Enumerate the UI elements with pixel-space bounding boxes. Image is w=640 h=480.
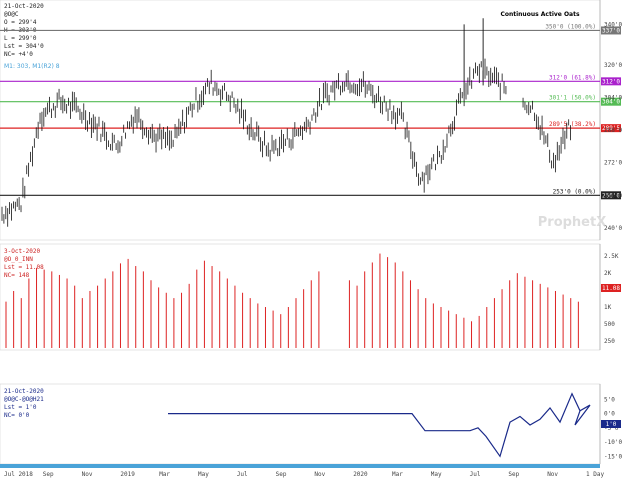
price-ytick: 288'0 <box>604 127 622 134</box>
x-axis-label: Sep <box>276 471 287 478</box>
price-ytick: 256'0 <box>604 192 622 199</box>
level-badge-bg <box>601 97 621 106</box>
level-badge: 337'0 <box>602 27 620 34</box>
volume-bars <box>5 253 579 348</box>
header-line: @O@C <box>4 11 19 18</box>
header-line: @O@C-@O@H21 <box>4 396 44 403</box>
level-badge-bg <box>601 124 621 133</box>
spread-last-badge-bg <box>601 420 621 428</box>
header-line: L = 299'0 <box>4 35 37 42</box>
x-axis-label: Nov <box>314 471 325 478</box>
volume-ytick: 1K <box>604 304 612 311</box>
x-axis-label: May <box>198 471 209 478</box>
x-axis-label: Mar <box>392 471 403 478</box>
x-axis-label: Nov <box>82 471 93 478</box>
level-badge-bg <box>601 26 621 35</box>
x-axis-label: Jul <box>237 471 248 478</box>
price-levels: 350'0 (100.0%) 337'0 312'0 (61.8%) 312'0 301… <box>0 23 621 200</box>
level-badge: 289'5 <box>602 125 620 132</box>
spread-line <box>168 392 591 458</box>
spread-ytick: 5'0 <box>604 396 615 403</box>
level-badge: 304'0 <box>602 99 620 106</box>
spread-series <box>168 392 591 458</box>
volume-last-badge: 11.08 <box>602 285 620 292</box>
spread-ytick: 0'0 <box>604 411 615 418</box>
header-line: NC= 148 <box>4 272 30 279</box>
level-label: 350'0 (100.0%) <box>545 23 596 30</box>
header-line: 21-Oct-2020 <box>4 388 44 395</box>
indicator-line: M1: 303, M1(R2) 8 <box>4 63 60 70</box>
x-axis-label: Jul 2018 <box>4 471 33 478</box>
time-strip <box>0 464 600 468</box>
header-line: NC= 0'0 <box>4 412 30 419</box>
price-ytick: 320'0 <box>604 62 622 69</box>
price-ytick: 272'0 <box>604 160 622 167</box>
header-line: Lst = 1'0 <box>4 404 37 411</box>
volume-last-badge-bg <box>601 284 621 292</box>
x-axis-label: Sep <box>43 471 54 478</box>
x-axis-label: 2019 <box>120 471 135 478</box>
volume-panel <box>0 243 601 351</box>
level-badge: 256'0 <box>602 192 620 199</box>
price-series <box>1 18 571 227</box>
level-label: 289'5 (38.2%) <box>549 121 596 128</box>
volume-ytick: 2.5K <box>604 253 619 260</box>
spread-ytick: -10'0 <box>604 439 622 446</box>
header-line: @O_0_INN <box>4 256 33 263</box>
volume-ytick: 500 <box>604 321 615 328</box>
price-yticks: 340'0 320'0 304'0 288'0 272'0 256'0 240'0 <box>604 21 622 232</box>
x-axis-label: Jul <box>470 471 481 478</box>
price-panel <box>0 0 601 241</box>
header-line: 21-Oct-2020 <box>4 3 44 10</box>
price-ytick: 240'0 <box>604 225 622 232</box>
volume-ytick: 250 <box>604 338 615 345</box>
x-axis-label: Nov <box>547 471 558 478</box>
x-axis-label: 1 Day <box>586 471 604 478</box>
x-axis-label: 2020 <box>353 471 368 478</box>
x-axis-label: May <box>431 471 442 478</box>
x-axis-label: Mar <box>159 471 170 478</box>
x-axis-labels: Jul 2018 Sep Nov 2019 Mar May Jul Sep Nov 2020 Mar… <box>4 471 604 478</box>
spread-ytick: -15'0 <box>604 453 622 460</box>
level-badge-bg <box>601 191 621 200</box>
level-badge: 312'0 <box>602 78 620 85</box>
price-ytick: 340'0 <box>604 21 622 28</box>
spread-yticks: 5'0 0'0 -5'0 -10'0 -15'0 <box>604 396 622 460</box>
chart-title: Continuous Active Oats <box>500 11 580 18</box>
header-line: Lst = 11.08 <box>4 264 44 271</box>
volume-ytick: 2K <box>604 270 612 277</box>
level-label: 253'0 (0.0%) <box>553 188 596 195</box>
header-line: NC= +4'0 <box>4 51 33 58</box>
header-line: 3-Oct-2020 <box>4 248 41 255</box>
spread-last-badge: 1'0 <box>606 421 617 428</box>
level-badge-bg <box>601 77 621 86</box>
x-axis-label: Sep <box>508 471 519 478</box>
spread-ytick: -5'0 <box>604 425 619 432</box>
level-label: 312'0 (61.8%) <box>549 74 596 81</box>
spread-panel <box>0 383 601 465</box>
price-ytick: 304'0 <box>604 95 622 102</box>
header-line: Lst = 304'0 <box>4 43 44 50</box>
watermark: ProphetX <box>538 215 607 230</box>
level-label: 301'1 (50.0%) <box>549 95 596 102</box>
header-line: O = 299'4 <box>4 19 37 26</box>
